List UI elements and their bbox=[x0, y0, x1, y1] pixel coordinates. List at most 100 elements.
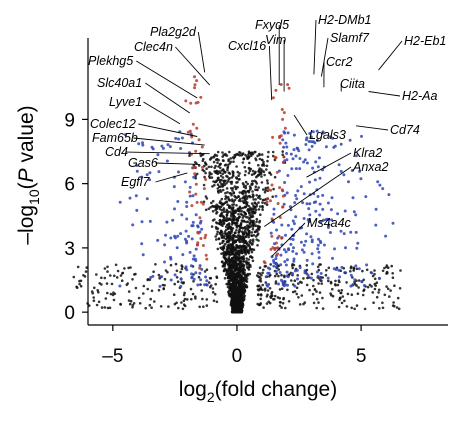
data-point bbox=[192, 175, 196, 179]
gene-label: Ccr2 bbox=[326, 55, 352, 69]
data-point bbox=[205, 304, 209, 307]
data-point bbox=[229, 288, 232, 291]
data-point bbox=[83, 275, 87, 278]
data-point bbox=[243, 251, 246, 254]
data-point bbox=[243, 165, 247, 169]
data-point bbox=[204, 208, 208, 212]
data-point bbox=[227, 252, 231, 256]
data-point bbox=[226, 270, 230, 273]
data-point bbox=[234, 251, 238, 255]
data-point bbox=[247, 171, 251, 175]
data-point bbox=[305, 283, 309, 287]
data-point bbox=[225, 248, 229, 251]
data-point bbox=[244, 227, 247, 230]
data-point bbox=[186, 298, 189, 301]
data-point bbox=[311, 262, 315, 266]
data-point bbox=[180, 301, 183, 304]
data-point bbox=[224, 197, 227, 201]
data-point bbox=[220, 222, 224, 226]
data-point bbox=[298, 266, 302, 270]
data-point bbox=[309, 276, 313, 280]
data-point bbox=[282, 202, 286, 206]
data-point bbox=[349, 284, 353, 288]
data-point bbox=[204, 178, 208, 181]
data-point bbox=[142, 284, 146, 288]
data-point bbox=[243, 197, 247, 201]
data-point bbox=[225, 282, 228, 286]
data-point bbox=[234, 211, 237, 214]
data-point bbox=[284, 263, 288, 267]
data-point bbox=[246, 220, 250, 224]
data-point bbox=[317, 301, 320, 304]
data-point bbox=[235, 204, 238, 207]
data-point bbox=[315, 270, 319, 274]
data-point bbox=[221, 176, 225, 179]
label-leader-line bbox=[125, 151, 210, 155]
data-point bbox=[213, 292, 217, 296]
data-point bbox=[216, 227, 220, 230]
data-point bbox=[355, 304, 359, 307]
data-point bbox=[242, 238, 246, 241]
data-point bbox=[255, 220, 258, 224]
data-point bbox=[318, 176, 322, 180]
data-point bbox=[239, 199, 242, 203]
data-point bbox=[204, 171, 207, 175]
data-point bbox=[294, 154, 298, 158]
data-point bbox=[222, 222, 226, 225]
data-point bbox=[238, 292, 241, 296]
gene-label: Egfl7 bbox=[121, 175, 151, 189]
data-point bbox=[110, 282, 114, 286]
label-leader-line bbox=[293, 114, 308, 136]
data-point bbox=[318, 239, 322, 243]
data-point bbox=[116, 269, 120, 273]
data-point bbox=[287, 247, 290, 251]
data-point bbox=[350, 293, 354, 297]
data-point bbox=[173, 207, 176, 211]
data-point bbox=[262, 164, 266, 167]
data-point bbox=[200, 145, 204, 149]
data-point bbox=[257, 303, 261, 307]
data-point bbox=[126, 282, 129, 285]
data-point bbox=[185, 268, 189, 272]
data-point bbox=[308, 202, 312, 206]
data-point bbox=[239, 275, 243, 278]
data-point bbox=[235, 165, 238, 168]
data-point bbox=[387, 266, 390, 270]
data-point bbox=[179, 284, 183, 288]
x-ticks: –5 0 5 bbox=[102, 325, 366, 367]
data-point bbox=[261, 271, 264, 275]
data-point bbox=[128, 302, 132, 306]
data-point bbox=[159, 305, 163, 308]
data-point bbox=[302, 192, 306, 196]
data-point bbox=[244, 170, 247, 173]
data-point bbox=[331, 287, 334, 291]
data-point bbox=[248, 222, 252, 226]
data-point bbox=[255, 217, 259, 221]
data-point bbox=[233, 221, 237, 225]
data-point bbox=[247, 153, 250, 156]
data-point bbox=[233, 286, 236, 290]
data-point bbox=[318, 213, 322, 217]
data-point bbox=[194, 192, 198, 196]
label-leader-line bbox=[368, 91, 401, 97]
data-point bbox=[314, 200, 318, 204]
data-point bbox=[374, 207, 378, 211]
data-point bbox=[354, 264, 358, 268]
data-point bbox=[292, 257, 296, 261]
data-point bbox=[265, 200, 269, 204]
data-point bbox=[226, 180, 230, 183]
data-point bbox=[232, 174, 235, 178]
data-point bbox=[284, 250, 288, 254]
data-point bbox=[300, 294, 304, 297]
data-point bbox=[242, 233, 245, 236]
gene-label: Fxyd5 bbox=[255, 18, 289, 32]
data-point bbox=[244, 153, 247, 157]
data-point bbox=[267, 150, 270, 154]
data-point bbox=[329, 292, 332, 295]
data-point bbox=[250, 234, 254, 237]
data-point bbox=[296, 277, 299, 281]
data-point bbox=[207, 165, 211, 169]
data-point bbox=[215, 154, 219, 157]
data-point bbox=[176, 280, 180, 284]
data-point bbox=[172, 293, 176, 297]
